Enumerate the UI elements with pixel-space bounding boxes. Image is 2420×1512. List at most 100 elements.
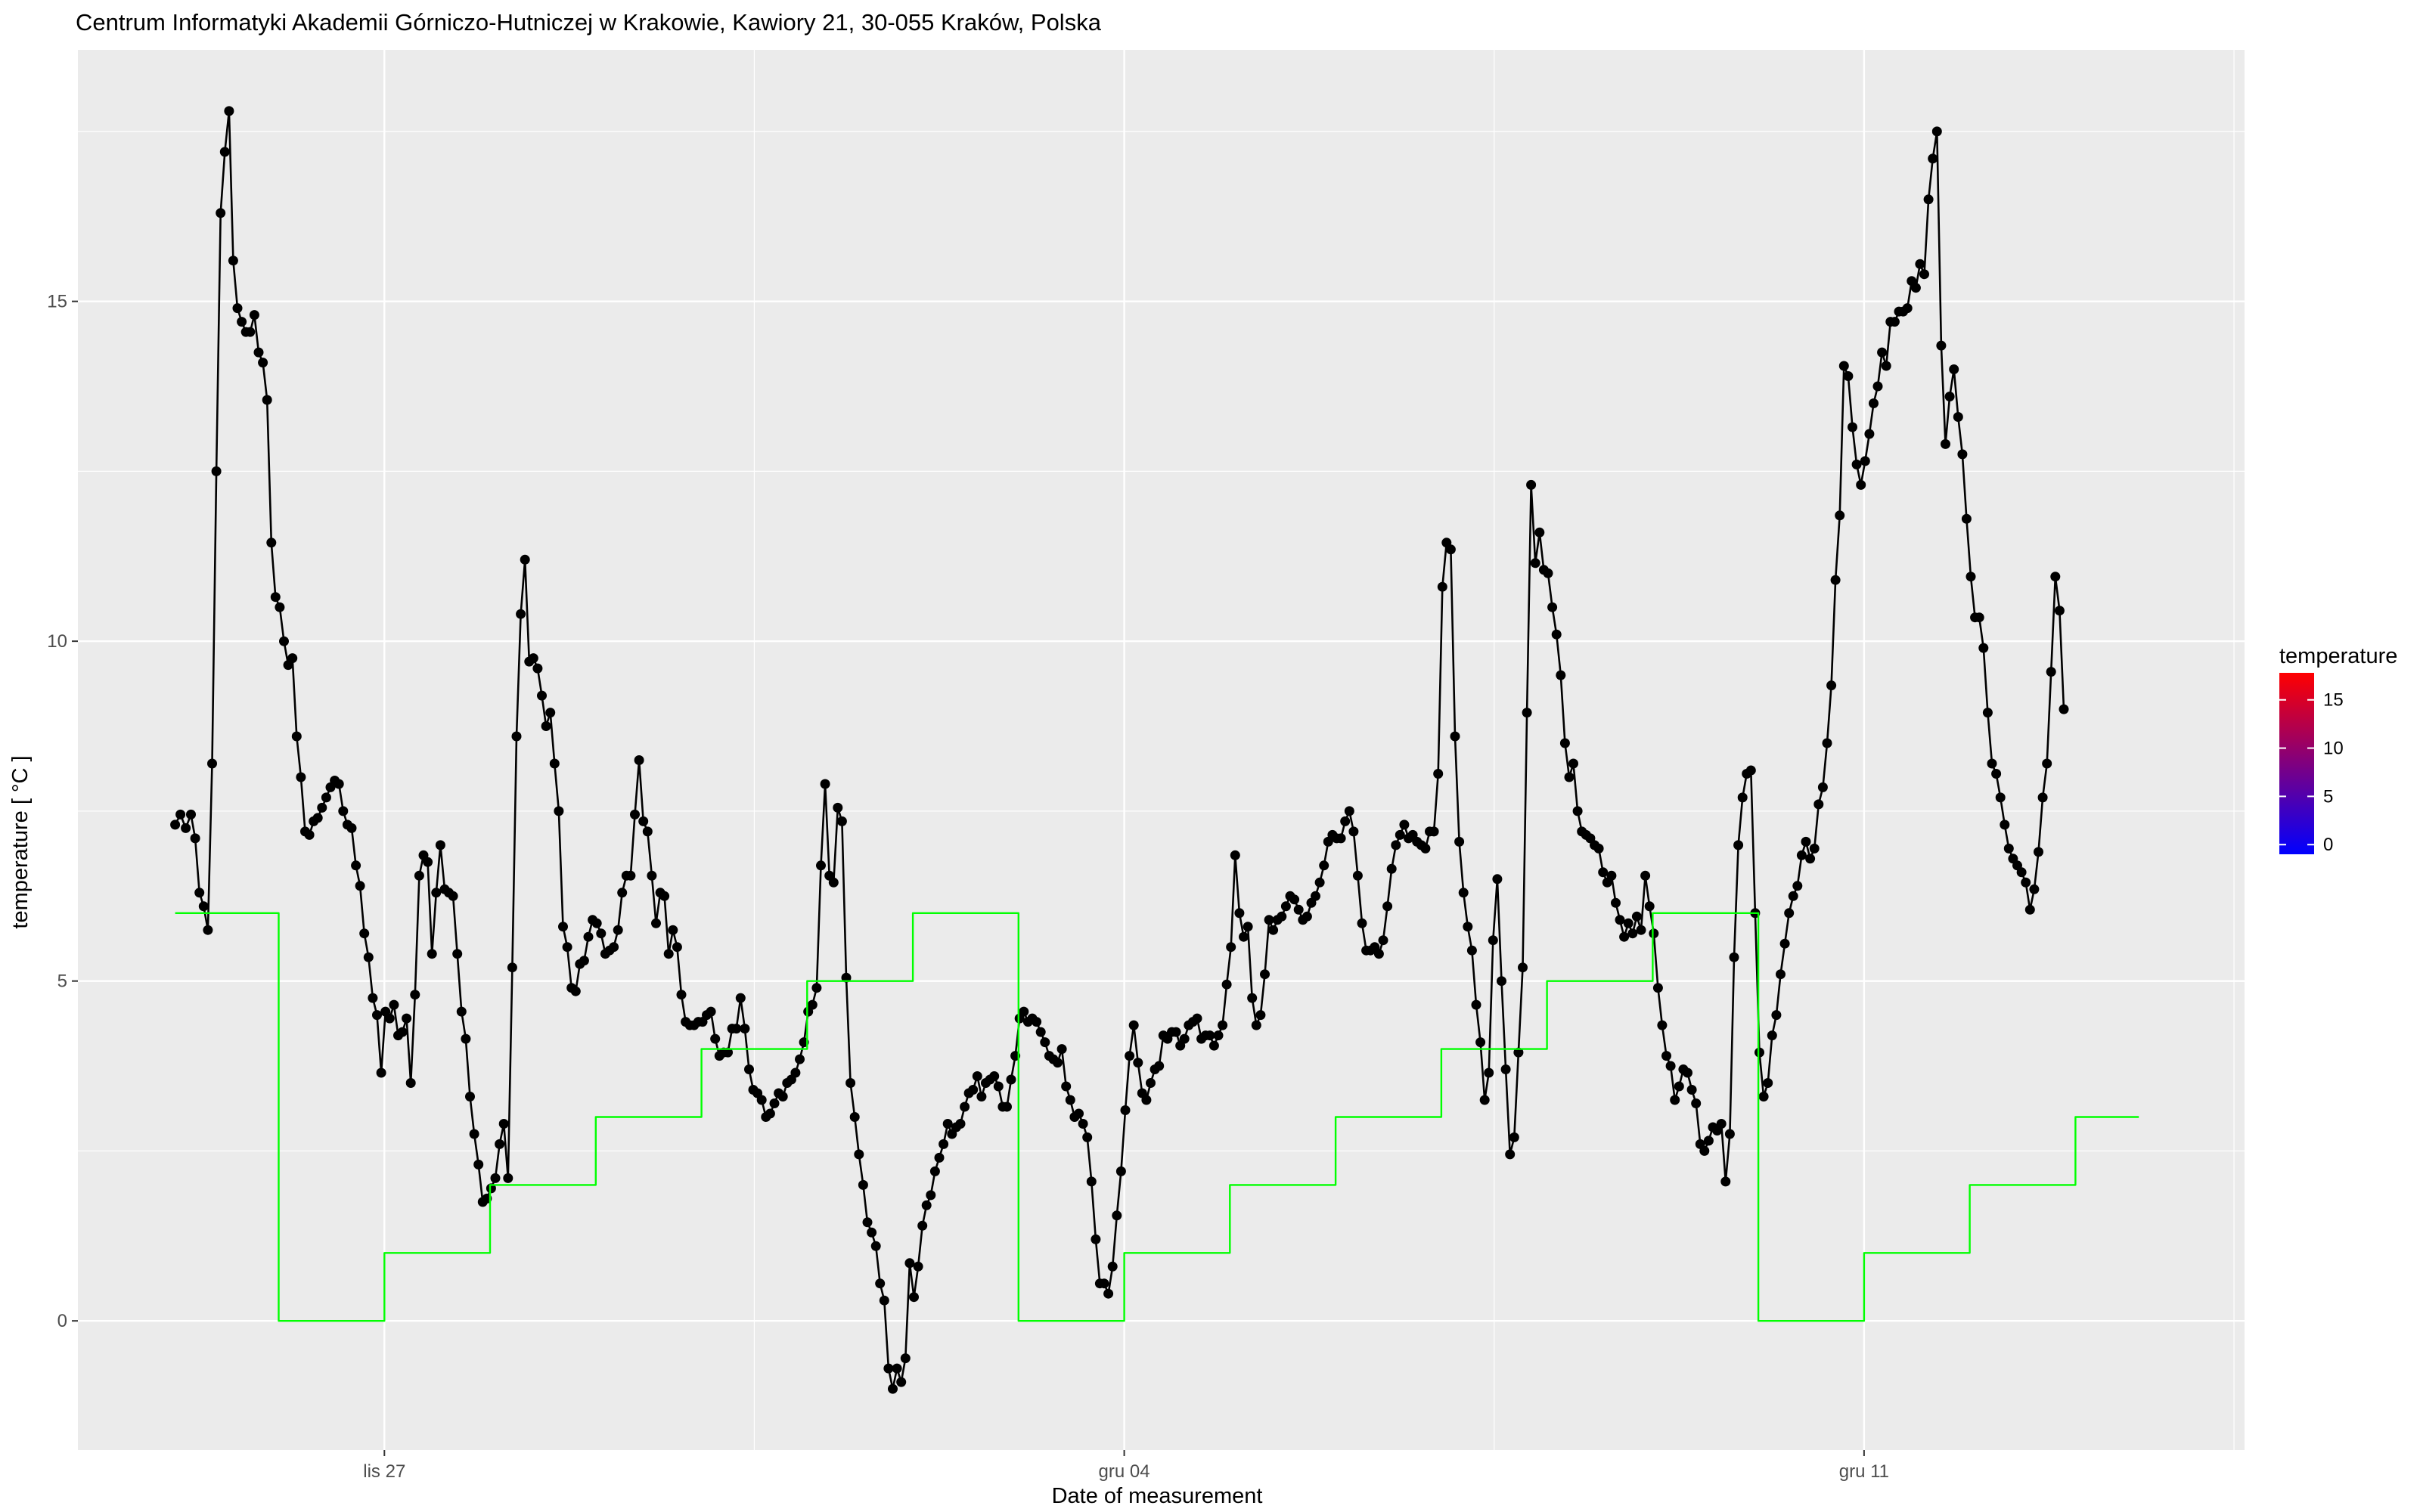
legend-title: temperature: [2279, 644, 2397, 668]
data-point: [849, 1112, 860, 1122]
data-point: [1032, 1017, 1042, 1027]
data-point: [1146, 1078, 1156, 1088]
data-point: [291, 731, 302, 742]
data-point: [647, 870, 657, 881]
data-point: [232, 303, 243, 314]
data-point: [2037, 792, 2048, 803]
data-point: [203, 925, 213, 935]
x-axis-title: Date of measurement: [1052, 1484, 1263, 1508]
data-point: [1526, 479, 1537, 490]
data-point: [1737, 792, 1748, 803]
data-point: [1053, 1058, 1063, 1068]
data-point: [1784, 908, 1795, 919]
data-point: [211, 466, 222, 476]
data-point: [312, 813, 323, 823]
data-point: [1492, 874, 1503, 885]
data-point: [1065, 1095, 1075, 1105]
data-point: [1606, 870, 1617, 881]
data-point: [1691, 1098, 1702, 1108]
data-point: [1530, 558, 1540, 569]
data-point: [663, 949, 674, 959]
data-point: [452, 949, 463, 959]
series-line-1: [175, 912, 2139, 1322]
data-point: [1450, 731, 1460, 742]
data-point: [892, 1363, 902, 1374]
data-point: [266, 538, 277, 548]
data-point: [1466, 945, 1477, 956]
data-point: [1078, 1119, 1088, 1129]
data-point: [1559, 738, 1570, 748]
data-point: [448, 891, 458, 901]
data-point: [570, 986, 581, 996]
data-point: [1437, 581, 1447, 592]
data-point: [1543, 568, 1553, 578]
data-point: [1995, 792, 2006, 803]
data-point: [1923, 194, 1934, 205]
data-point: [389, 999, 399, 1010]
data-point: [942, 1119, 953, 1129]
data-point: [1445, 544, 1456, 555]
data-point: [1872, 381, 1883, 392]
data-point: [338, 806, 349, 816]
data-point: [1399, 820, 1410, 830]
data-point: [1636, 925, 1646, 935]
y-tick-label: 10: [47, 631, 67, 652]
data-point: [1213, 1030, 1224, 1041]
data-point: [1961, 513, 1972, 524]
data-point: [1611, 897, 1621, 908]
data-point: [1086, 1176, 1097, 1187]
data-point: [296, 772, 306, 782]
data-point: [461, 1033, 471, 1044]
data-point: [1260, 969, 1270, 980]
data-point: [410, 990, 420, 1000]
data-point: [1454, 836, 1465, 847]
data-point: [1255, 1010, 1266, 1021]
data-point: [194, 888, 205, 898]
data-point: [777, 1092, 788, 1101]
data-point: [1205, 1030, 1215, 1041]
data-point: [1179, 1033, 1190, 1044]
data-point: [1475, 1037, 1486, 1048]
data-point: [1035, 1027, 1046, 1037]
data-point: [170, 820, 181, 830]
data-point: [486, 1183, 496, 1194]
data-point: [465, 1092, 475, 1101]
data-point: [638, 816, 649, 826]
data-point: [1665, 1061, 1676, 1071]
data-point: [1805, 854, 1816, 864]
data-point: [939, 1139, 949, 1149]
data-point: [1218, 1020, 1228, 1030]
data-point: [405, 1078, 416, 1088]
data-point: [2059, 704, 2069, 714]
data-point: [1391, 840, 1401, 850]
data-point: [2016, 867, 2027, 878]
data-point: [1683, 1067, 1692, 1078]
data-point: [816, 860, 826, 871]
data-point: [376, 1067, 386, 1078]
data-point: [1767, 1030, 1777, 1041]
data-point: [989, 1071, 1000, 1081]
data-point: [1902, 303, 1913, 314]
data-point: [676, 990, 687, 1000]
data-point: [1593, 843, 1604, 854]
data-point: [1352, 870, 1363, 881]
data-point: [1091, 1234, 1101, 1244]
data-point: [181, 823, 191, 833]
data-point: [1336, 833, 1346, 844]
data-point: [1107, 1261, 1118, 1272]
data-point: [498, 1119, 509, 1129]
data-point: [1835, 510, 1845, 521]
data-point: [1670, 1095, 1680, 1105]
data-point: [372, 1010, 382, 1021]
data-point: [516, 609, 526, 619]
data-point: [591, 918, 602, 928]
data-point: [427, 949, 437, 959]
data-point: [888, 1383, 898, 1394]
data-point: [363, 952, 374, 962]
data-point: [1817, 782, 1828, 792]
data-point: [397, 1027, 408, 1037]
data-point: [1615, 915, 1625, 925]
data-point: [1420, 843, 1431, 854]
data-point: [1061, 1081, 1072, 1092]
